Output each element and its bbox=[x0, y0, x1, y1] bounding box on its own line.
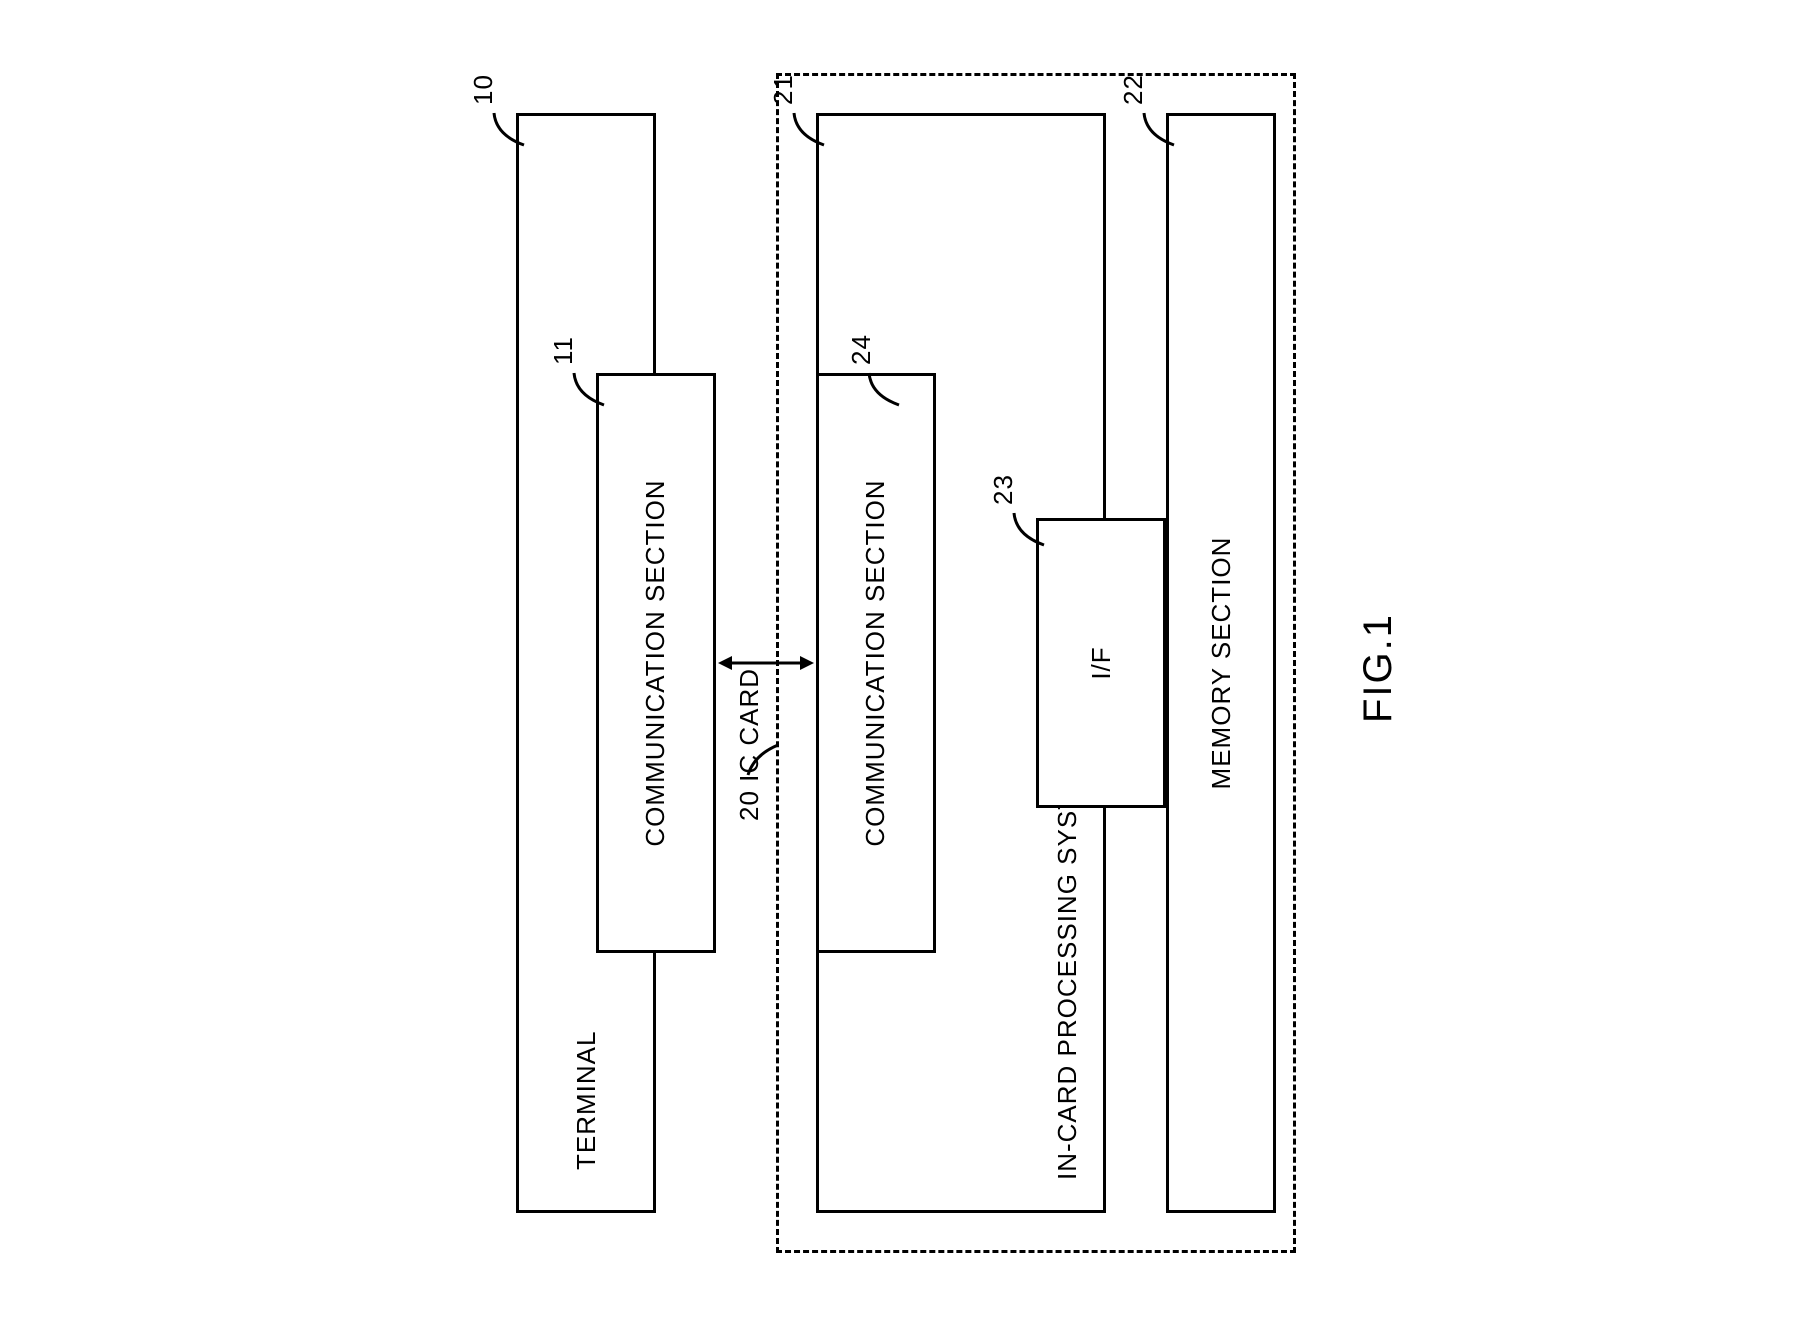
card-comm-box: COMMUNICATION SECTION bbox=[816, 373, 936, 953]
ref-11: 11 bbox=[548, 336, 579, 365]
if-box: I/F bbox=[1036, 518, 1166, 808]
ref-10: 10 bbox=[468, 74, 499, 105]
memory-box: MEMORY SECTION bbox=[1166, 113, 1276, 1213]
if-label: I/F bbox=[1085, 646, 1116, 679]
card-comm-label: COMMUNICATION SECTION bbox=[859, 479, 893, 846]
memory-label: MEMORY SECTION bbox=[1205, 537, 1236, 790]
ref-20: 20 IC CARD bbox=[734, 668, 765, 821]
diagram-root: TERMINAL 10 COMMUNICATION SECTION 11 20 … bbox=[516, 113, 1296, 1213]
ref-24: 24 bbox=[846, 334, 877, 365]
figure-label: FIG.1 bbox=[1356, 613, 1401, 723]
terminal-comm-box: COMMUNICATION SECTION bbox=[596, 373, 716, 953]
ref-21: 21 bbox=[768, 74, 799, 105]
processing-label: IN-CARD PROCESSING SYSTEM bbox=[1052, 752, 1083, 1180]
ref-22: 22 bbox=[1118, 74, 1149, 105]
terminal-label: TERMINAL bbox=[570, 1031, 601, 1170]
ref-23: 23 bbox=[988, 474, 1019, 505]
terminal-comm-label: COMMUNICATION SECTION bbox=[639, 479, 673, 846]
